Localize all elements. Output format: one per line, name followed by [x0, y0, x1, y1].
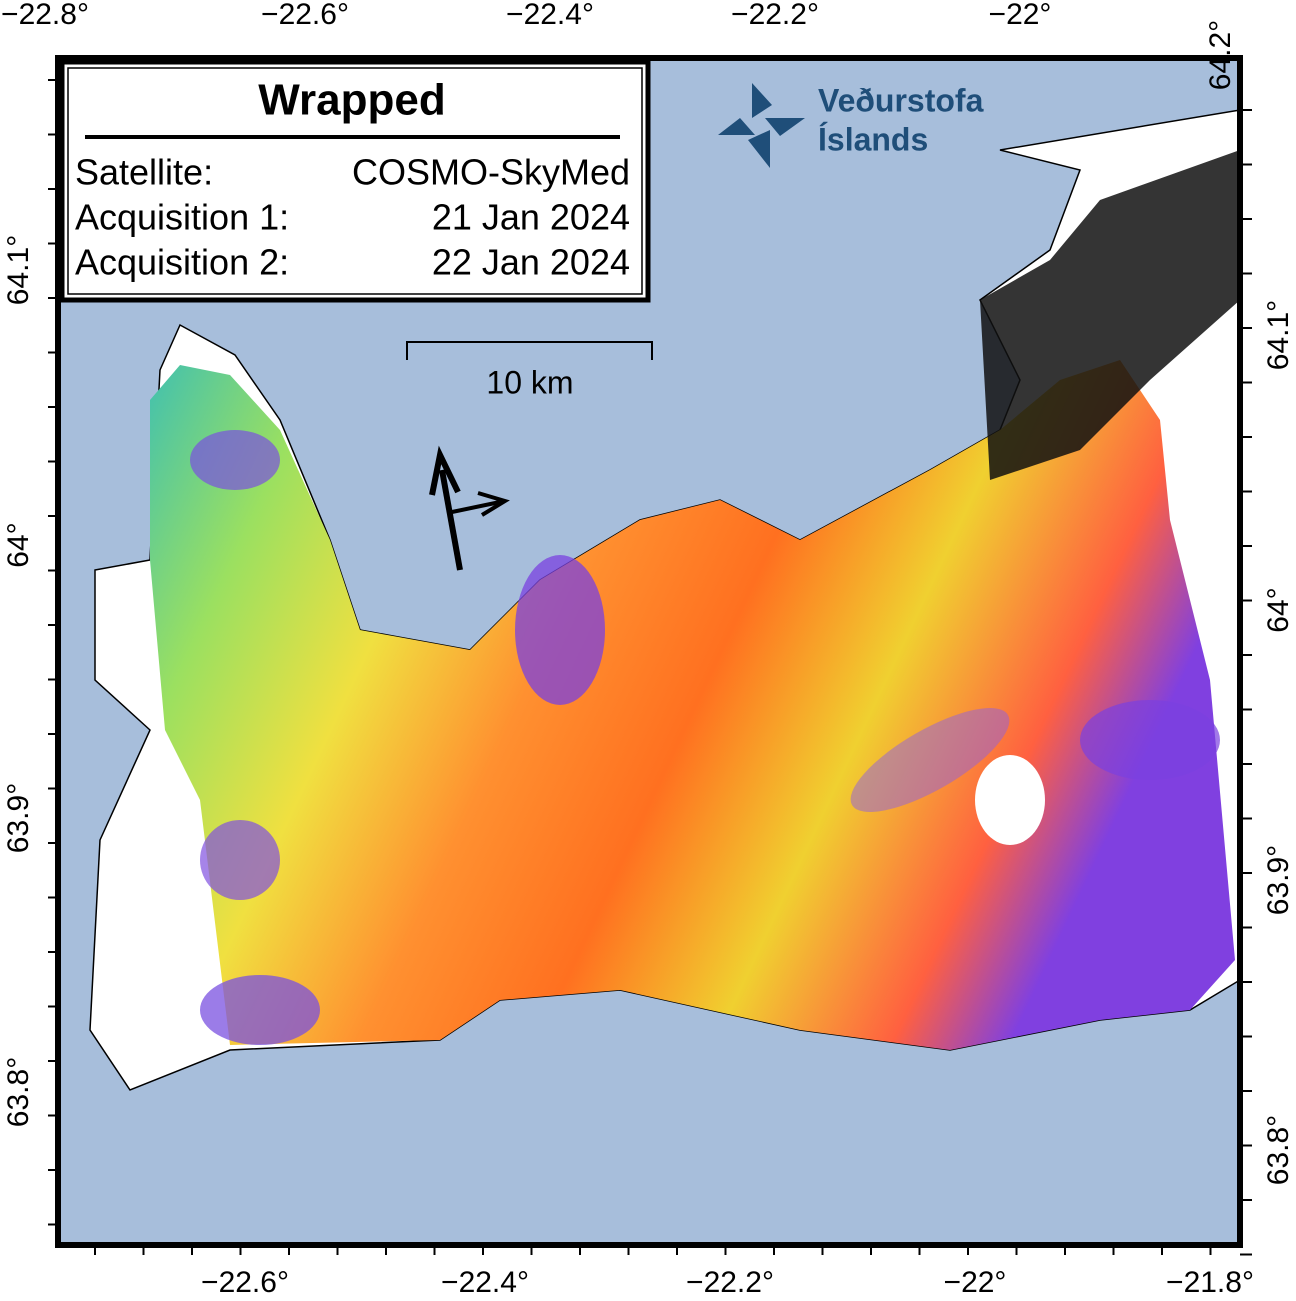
fringe — [850, 708, 1010, 812]
top-tick-label: −22° — [989, 0, 1052, 31]
scale-label: 10 km — [486, 364, 573, 400]
fringe — [515, 555, 605, 705]
top-tick-label: −22.8° — [1, 0, 89, 31]
legend-box: Wrapped — [59, 59, 651, 303]
logo-text: Íslands — [818, 121, 928, 157]
info-label: Acquisition 1: — [75, 197, 289, 238]
info-value: COSMO-SkyMed — [352, 152, 630, 193]
right-tick-label: 63.8° — [1262, 1115, 1295, 1185]
legend-border — [59, 59, 651, 303]
right-tick-label: 64.1° — [1262, 300, 1295, 370]
logo-mark — [718, 83, 805, 168]
bottom-tick-label: −22.2° — [686, 1266, 774, 1299]
flight-arrow-head — [429, 445, 461, 496]
left-tick-label: 64° — [2, 522, 35, 567]
title: Wrapped — [258, 76, 445, 125]
fringe — [200, 975, 320, 1045]
top-tick-label: −22.2° — [731, 0, 819, 31]
look-arrow-head — [477, 491, 510, 517]
top-tick-label: −22.6° — [261, 0, 349, 31]
top-tick-label: −22.4° — [506, 0, 594, 31]
left-tick-label: 63.8° — [2, 1057, 35, 1127]
bottom-tick-label: −22° — [944, 1266, 1007, 1299]
logo-text: Veðurstofa — [818, 82, 984, 118]
fringe — [190, 430, 280, 490]
left-tick-label: 63.9° — [2, 783, 35, 853]
left-tick-label: 64.1° — [2, 235, 35, 305]
scale-line — [406, 341, 653, 360]
bottom-tick-label: −22.6° — [201, 1266, 289, 1299]
direction-arrows — [429, 445, 510, 571]
right-tick-label: 64.2° — [1204, 20, 1237, 90]
scale-bar: 10 km — [406, 341, 653, 400]
city — [980, 150, 1240, 480]
info-value: 21 Jan 2024 — [432, 197, 630, 238]
info-value: 22 Jan 2024 — [432, 242, 630, 283]
right-tick-label: 64° — [1262, 587, 1295, 632]
info-label: Acquisition 2: — [75, 242, 289, 283]
interferogram — [150, 360, 1235, 1050]
frame — [55, 55, 1243, 1248]
bottom-tick-label: −22.4° — [441, 1266, 529, 1299]
info-label: Satellite: — [75, 152, 213, 193]
lake — [975, 755, 1045, 845]
fringe — [200, 820, 280, 900]
fringe — [1080, 700, 1220, 780]
flight-arrow — [439, 469, 463, 571]
bottom-tick-label: −21.8° — [1166, 1266, 1254, 1299]
logo: Veðurstofa Íslands — [718, 82, 984, 168]
legend-inner-border — [67, 67, 643, 295]
look-arrow — [451, 500, 501, 514]
right-tick-label: 63.9° — [1262, 845, 1295, 915]
